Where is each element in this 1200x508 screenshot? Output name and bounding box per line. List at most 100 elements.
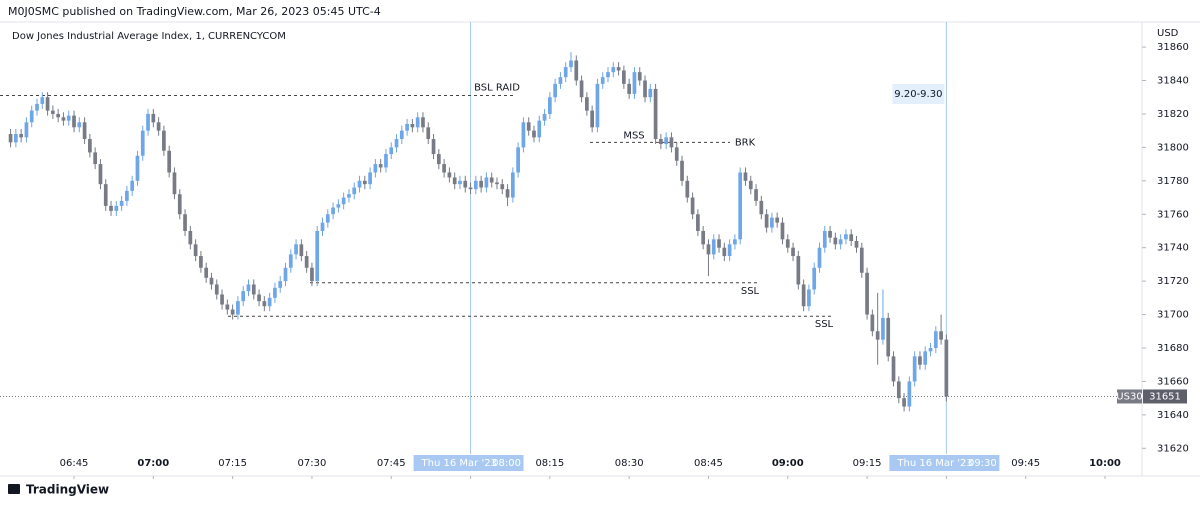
candle-body — [516, 147, 520, 173]
y-tick-label: 31720 — [1157, 276, 1189, 287]
candle-body — [643, 80, 647, 98]
candle-body — [394, 139, 399, 148]
candle-body — [844, 234, 848, 240]
candle-body — [183, 214, 187, 231]
y-tick-label: 31800 — [1157, 142, 1189, 153]
candle-body — [807, 289, 811, 307]
candle-body — [405, 123, 409, 131]
candle-body — [785, 239, 790, 248]
candle-body — [859, 247, 864, 273]
candle-body — [865, 272, 869, 315]
candle-body — [278, 281, 283, 288]
candle-body — [881, 317, 885, 340]
candle-body — [8, 134, 13, 143]
candle-body — [674, 147, 679, 161]
level-label: BRK — [735, 137, 756, 148]
candle-body — [246, 284, 251, 292]
x-tick-label: 07:15 — [218, 458, 247, 469]
candle-body — [399, 130, 404, 140]
candle-body — [558, 77, 563, 84]
candle-body — [933, 331, 938, 348]
candle-body — [436, 154, 441, 165]
y-tick-label: 31680 — [1157, 343, 1189, 354]
candle-body — [886, 317, 891, 357]
candle-body — [88, 139, 92, 153]
candle-body — [896, 381, 901, 399]
candle-body — [204, 267, 209, 278]
time-marker-time: 08:00 — [492, 458, 521, 469]
level-label: SSL — [741, 286, 760, 297]
candle-body — [114, 205, 119, 211]
y-tick-label: 31640 — [1157, 410, 1189, 421]
x-tick-label: 08:15 — [535, 458, 564, 469]
candle-body — [304, 256, 309, 268]
candle-body — [209, 277, 214, 285]
x-tick-label: 09:00 — [772, 458, 804, 469]
candle-body — [199, 256, 203, 268]
candle-body — [701, 230, 706, 245]
candle-body — [828, 230, 832, 238]
candle-body — [72, 115, 76, 128]
candle-body — [415, 117, 420, 128]
last-price-label: 31651 — [1149, 391, 1181, 402]
candle-body — [706, 244, 711, 255]
candle-body — [648, 88, 653, 98]
candle-body — [622, 70, 626, 84]
candle-body — [162, 130, 166, 151]
candle-body — [109, 205, 113, 211]
candle-body — [130, 180, 135, 191]
candle-body — [320, 222, 325, 231]
candle-body — [944, 339, 949, 397]
candle-body — [188, 230, 193, 245]
candle-body — [135, 155, 140, 181]
candle-body — [875, 331, 880, 340]
candle-body — [801, 284, 806, 307]
x-tick-label: 09:45 — [1011, 458, 1040, 469]
background-layer — [0, 22, 1146, 479]
x-tick-label: 06:45 — [60, 458, 89, 469]
candle-body — [98, 164, 103, 185]
candle-body — [918, 356, 922, 365]
candle-body — [791, 247, 795, 257]
candle-body — [66, 115, 71, 121]
candle-body — [336, 204, 341, 208]
time-marker-date: Thu 16 Mar '23 — [421, 458, 497, 469]
x-tick-label: 08:45 — [694, 458, 723, 469]
candle-body — [923, 351, 928, 365]
candle-body — [764, 214, 769, 228]
candle-body — [463, 180, 468, 188]
candle-body — [928, 347, 933, 352]
candle-body — [505, 189, 510, 198]
candle-body — [775, 217, 780, 223]
x-tick-label: 08:30 — [615, 458, 644, 469]
candles-layer — [8, 52, 949, 412]
candle-body — [35, 103, 39, 111]
candle-body — [468, 187, 473, 190]
publisher-header: M0J0SMC published on TradingView.com, Ma… — [8, 5, 381, 18]
candle-body — [352, 187, 357, 195]
time-marker-time: 09:30 — [968, 458, 997, 469]
candle-body — [600, 77, 605, 84]
footer-logo: TradingView — [8, 483, 109, 497]
candle-body — [177, 194, 182, 215]
candle-body — [236, 301, 240, 315]
y-tick-label: 31760 — [1157, 209, 1189, 220]
candle-body — [870, 314, 875, 332]
candle-body — [421, 117, 425, 128]
candle-body — [347, 194, 351, 198]
candle-body — [733, 239, 737, 245]
candle-body — [532, 130, 536, 138]
candle-body — [251, 284, 256, 295]
y-tick-label: 31780 — [1157, 176, 1189, 187]
candle-body — [484, 177, 489, 188]
candle-body — [384, 154, 388, 168]
logo-icon — [8, 484, 20, 494]
candle-body — [748, 180, 753, 190]
candle-body — [770, 217, 774, 228]
candle-body — [146, 113, 150, 131]
candle-body — [574, 60, 579, 81]
candle-body — [452, 177, 457, 185]
candle-body — [653, 88, 658, 140]
